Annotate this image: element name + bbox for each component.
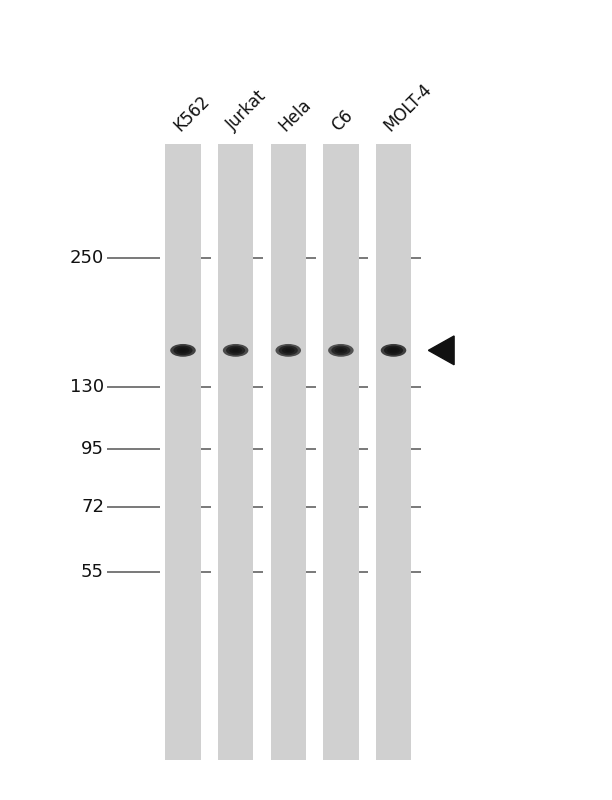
Ellipse shape <box>170 344 196 357</box>
Ellipse shape <box>233 349 239 352</box>
Bar <box>271 144 306 760</box>
Ellipse shape <box>173 346 193 355</box>
Ellipse shape <box>275 344 301 357</box>
Ellipse shape <box>335 347 347 354</box>
Ellipse shape <box>328 344 354 357</box>
Bar <box>218 144 253 760</box>
Text: 250: 250 <box>70 249 104 267</box>
Ellipse shape <box>278 346 298 355</box>
Ellipse shape <box>384 346 403 355</box>
Ellipse shape <box>177 347 189 354</box>
Text: Jurkat: Jurkat <box>223 87 270 134</box>
Polygon shape <box>428 336 454 365</box>
Ellipse shape <box>226 346 245 355</box>
Ellipse shape <box>285 349 291 352</box>
Ellipse shape <box>390 349 397 352</box>
Text: 95: 95 <box>81 440 104 458</box>
Ellipse shape <box>282 347 294 354</box>
Ellipse shape <box>223 344 248 357</box>
Text: 55: 55 <box>81 563 104 581</box>
Bar <box>165 144 201 760</box>
Bar <box>376 144 411 760</box>
Ellipse shape <box>230 347 242 354</box>
Ellipse shape <box>331 346 351 355</box>
Ellipse shape <box>381 344 406 357</box>
Text: MOLT-4: MOLT-4 <box>381 79 436 134</box>
Ellipse shape <box>180 349 186 352</box>
Text: 72: 72 <box>81 498 104 517</box>
Text: C6: C6 <box>328 106 356 134</box>
Text: K562: K562 <box>170 92 213 134</box>
Text: 130: 130 <box>70 378 104 396</box>
Bar <box>323 144 359 760</box>
Ellipse shape <box>387 347 400 354</box>
Ellipse shape <box>338 349 344 352</box>
Text: Hela: Hela <box>275 95 315 134</box>
